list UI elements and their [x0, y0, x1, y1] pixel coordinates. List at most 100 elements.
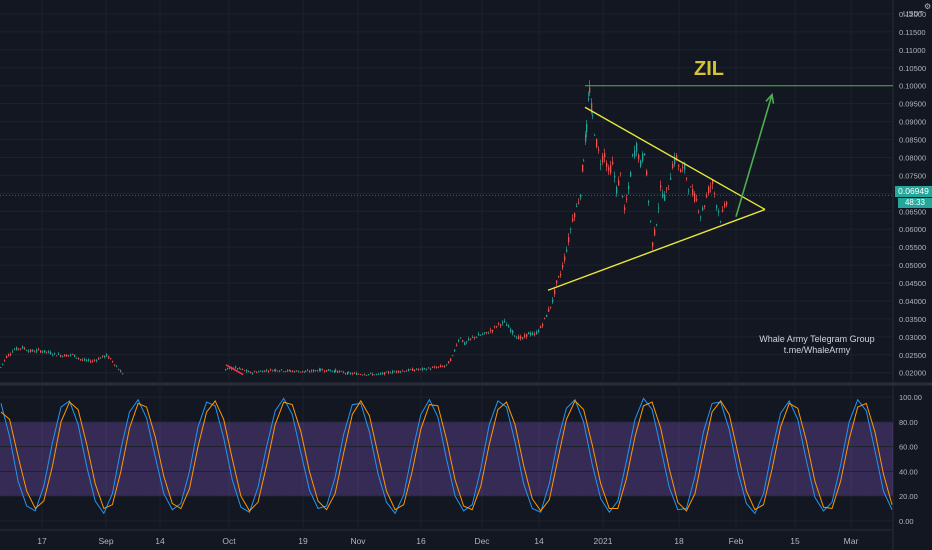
candle-body	[240, 368, 242, 370]
candle-body	[594, 134, 596, 136]
candle-body	[452, 355, 454, 357]
candle-body	[388, 371, 390, 374]
candle-body	[616, 187, 618, 194]
candle-body	[244, 370, 246, 372]
candle-body	[724, 203, 726, 207]
y-tick-label: 0.05000	[899, 261, 926, 270]
candle-body	[290, 371, 292, 372]
candle-body	[706, 195, 708, 197]
candle-body	[350, 373, 352, 374]
x-tick-label: Mar	[844, 536, 859, 546]
candle-body	[354, 372, 356, 374]
candle-body	[292, 370, 294, 372]
candle-body	[583, 160, 585, 162]
candle-body	[386, 371, 388, 373]
candle-body	[250, 371, 252, 374]
candle-body	[620, 172, 622, 174]
candle-body	[2, 363, 4, 365]
candle-body	[476, 336, 478, 338]
triangle-lower-line	[547, 208, 766, 291]
triangle-upper-line	[584, 106, 766, 211]
candle-body	[710, 186, 712, 188]
candle-body	[12, 351, 14, 353]
candle-body	[309, 371, 311, 373]
candle-body	[382, 372, 384, 374]
red-drawing	[225, 364, 244, 376]
x-tick-label: 16	[416, 536, 426, 546]
y-tick-label: 0.09500	[899, 100, 926, 109]
candle-body	[374, 374, 376, 376]
candle-body	[390, 372, 392, 374]
candle-body	[648, 201, 650, 203]
countdown-tag: 48:33	[898, 198, 932, 208]
candle-body	[568, 237, 570, 243]
candle-body	[102, 355, 104, 357]
candle-body	[518, 336, 520, 340]
candle-body	[480, 334, 482, 336]
candle-body	[432, 367, 434, 369]
candle-body	[644, 153, 646, 156]
candle-body	[254, 371, 256, 373]
x-tick-label: 18	[674, 536, 684, 546]
candle-body	[358, 373, 360, 375]
x-tick-label: Feb	[729, 536, 744, 546]
candle-body	[606, 163, 608, 167]
candle-body	[630, 172, 632, 177]
candle-body	[510, 329, 512, 332]
candle-body	[86, 360, 88, 361]
candle-body	[684, 163, 686, 170]
candle-body	[52, 354, 54, 356]
candle-body	[366, 374, 368, 376]
candle-body	[347, 372, 349, 375]
candle-body	[492, 329, 494, 332]
candle-body	[334, 370, 336, 373]
candle-body	[514, 335, 516, 337]
y-tick-label: 0.04000	[899, 297, 926, 306]
candle-body	[674, 156, 676, 165]
candle-body	[406, 370, 408, 372]
candle-body	[638, 154, 640, 160]
candle-body	[614, 175, 616, 178]
candle-body	[690, 186, 692, 188]
candle-body	[289, 369, 291, 371]
candle-body	[716, 205, 718, 208]
candle-body	[305, 371, 307, 372]
candle-body	[54, 352, 56, 354]
candle-body	[56, 355, 58, 357]
candle-body	[618, 180, 620, 186]
candle-body	[526, 333, 528, 337]
candle-body	[640, 160, 642, 167]
x-tick-label: 15	[790, 536, 800, 546]
candle-body	[700, 216, 702, 218]
candle-body	[233, 367, 235, 369]
candle-body	[410, 369, 412, 370]
candle-body	[122, 373, 124, 375]
candle-body	[0, 367, 2, 369]
candle-body	[512, 330, 514, 334]
candle-body	[664, 194, 666, 201]
candle-body	[646, 170, 648, 176]
candle-body	[341, 370, 343, 372]
stoch-d-line	[0, 399, 893, 512]
y-tick-label: 0.09000	[899, 118, 926, 127]
candle-body	[704, 205, 706, 207]
candle-body	[376, 374, 378, 375]
candle-body	[402, 370, 404, 372]
candle-body	[546, 314, 548, 317]
settings-icon[interactable]: ⚙	[924, 2, 932, 11]
candle-body	[622, 195, 624, 197]
candle-body	[682, 166, 684, 169]
candle-body	[114, 364, 116, 366]
candle-body	[554, 289, 556, 295]
candle-body	[320, 368, 322, 371]
candle-body	[558, 276, 560, 278]
candle-body	[92, 360, 94, 362]
y-tick-label: 0.08500	[899, 136, 926, 145]
candle-body	[315, 370, 317, 371]
candle-body	[94, 360, 96, 362]
candle-body	[438, 366, 440, 368]
candle-body	[380, 373, 382, 375]
candle-body	[20, 348, 22, 350]
candle-body	[68, 355, 70, 356]
